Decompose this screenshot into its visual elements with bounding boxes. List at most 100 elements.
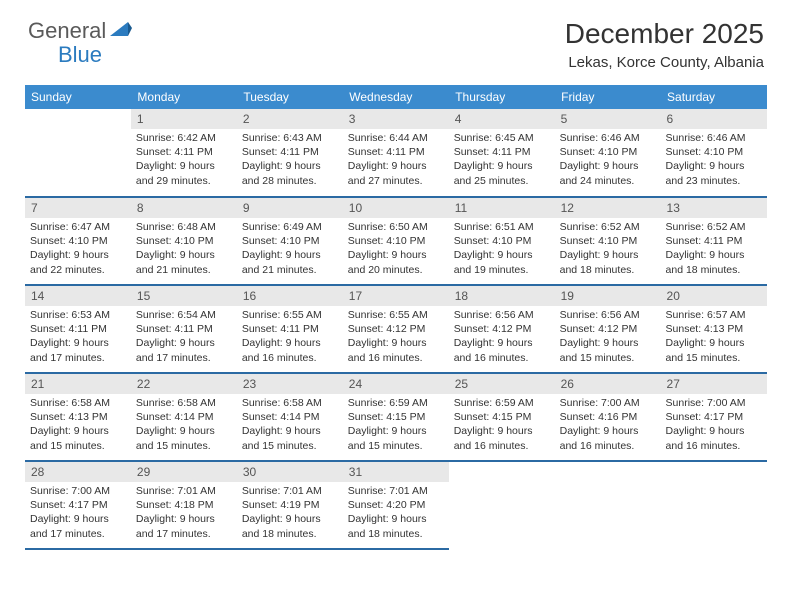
day-number: 26	[555, 374, 661, 394]
brand-part2: Blue	[58, 42, 102, 68]
day-number: 13	[661, 198, 767, 218]
calendar-cell: 31Sunrise: 7:01 AMSunset: 4:20 PMDayligh…	[343, 461, 449, 549]
day-number: 12	[555, 198, 661, 218]
calendar-week-row: 1Sunrise: 6:42 AMSunset: 4:11 PMDaylight…	[25, 109, 767, 197]
day-details: Sunrise: 6:47 AMSunset: 4:10 PMDaylight:…	[25, 218, 131, 281]
day-details: Sunrise: 7:01 AMSunset: 4:18 PMDaylight:…	[131, 482, 237, 545]
calendar-cell	[449, 461, 555, 549]
calendar-cell: 24Sunrise: 6:59 AMSunset: 4:15 PMDayligh…	[343, 373, 449, 461]
day-details: Sunrise: 6:48 AMSunset: 4:10 PMDaylight:…	[131, 218, 237, 281]
day-number: 2	[237, 109, 343, 129]
day-number: 4	[449, 109, 555, 129]
day-number: 5	[555, 109, 661, 129]
calendar-body: 1Sunrise: 6:42 AMSunset: 4:11 PMDaylight…	[25, 109, 767, 549]
day-number: 19	[555, 286, 661, 306]
calendar-cell: 7Sunrise: 6:47 AMSunset: 4:10 PMDaylight…	[25, 197, 131, 285]
day-details: Sunrise: 6:43 AMSunset: 4:11 PMDaylight:…	[237, 129, 343, 192]
weekday-header: Monday	[131, 85, 237, 109]
day-number: 7	[25, 198, 131, 218]
calendar-cell	[555, 461, 661, 549]
weekday-header: Tuesday	[237, 85, 343, 109]
calendar-cell: 9Sunrise: 6:49 AMSunset: 4:10 PMDaylight…	[237, 197, 343, 285]
weekday-header: Sunday	[25, 85, 131, 109]
day-number: 29	[131, 462, 237, 482]
day-number: 9	[237, 198, 343, 218]
weekday-header: Friday	[555, 85, 661, 109]
day-details: Sunrise: 7:01 AMSunset: 4:19 PMDaylight:…	[237, 482, 343, 545]
calendar-week-row: 28Sunrise: 7:00 AMSunset: 4:17 PMDayligh…	[25, 461, 767, 549]
day-details: Sunrise: 6:51 AMSunset: 4:10 PMDaylight:…	[449, 218, 555, 281]
calendar-cell: 5Sunrise: 6:46 AMSunset: 4:10 PMDaylight…	[555, 109, 661, 197]
day-number: 3	[343, 109, 449, 129]
calendar-cell: 3Sunrise: 6:44 AMSunset: 4:11 PMDaylight…	[343, 109, 449, 197]
location-text: Lekas, Korce County, Albania	[565, 54, 764, 71]
day-details: Sunrise: 6:46 AMSunset: 4:10 PMDaylight:…	[555, 129, 661, 192]
day-details: Sunrise: 6:55 AMSunset: 4:12 PMDaylight:…	[343, 306, 449, 369]
day-number: 27	[661, 374, 767, 394]
calendar-cell: 12Sunrise: 6:52 AMSunset: 4:10 PMDayligh…	[555, 197, 661, 285]
day-details: Sunrise: 6:57 AMSunset: 4:13 PMDaylight:…	[661, 306, 767, 369]
day-details: Sunrise: 6:52 AMSunset: 4:11 PMDaylight:…	[661, 218, 767, 281]
calendar-cell: 27Sunrise: 7:00 AMSunset: 4:17 PMDayligh…	[661, 373, 767, 461]
weekday-header: Wednesday	[343, 85, 449, 109]
calendar-cell: 21Sunrise: 6:58 AMSunset: 4:13 PMDayligh…	[25, 373, 131, 461]
day-details: Sunrise: 6:53 AMSunset: 4:11 PMDaylight:…	[25, 306, 131, 369]
calendar-cell	[25, 109, 131, 197]
day-number: 10	[343, 198, 449, 218]
day-details: Sunrise: 6:54 AMSunset: 4:11 PMDaylight:…	[131, 306, 237, 369]
day-details: Sunrise: 6:59 AMSunset: 4:15 PMDaylight:…	[343, 394, 449, 457]
day-details: Sunrise: 6:50 AMSunset: 4:10 PMDaylight:…	[343, 218, 449, 281]
weekday-header: Thursday	[449, 85, 555, 109]
day-details: Sunrise: 6:52 AMSunset: 4:10 PMDaylight:…	[555, 218, 661, 281]
day-details: Sunrise: 6:56 AMSunset: 4:12 PMDaylight:…	[449, 306, 555, 369]
calendar-week-row: 21Sunrise: 6:58 AMSunset: 4:13 PMDayligh…	[25, 373, 767, 461]
day-number: 8	[131, 198, 237, 218]
day-number: 11	[449, 198, 555, 218]
day-number: 24	[343, 374, 449, 394]
day-details: Sunrise: 6:55 AMSunset: 4:11 PMDaylight:…	[237, 306, 343, 369]
calendar-cell: 13Sunrise: 6:52 AMSunset: 4:11 PMDayligh…	[661, 197, 767, 285]
month-title: December 2025	[565, 18, 764, 50]
day-details: Sunrise: 6:45 AMSunset: 4:11 PMDaylight:…	[449, 129, 555, 192]
day-number: 22	[131, 374, 237, 394]
day-number: 6	[661, 109, 767, 129]
day-number: 21	[25, 374, 131, 394]
calendar-cell	[661, 461, 767, 549]
calendar-cell: 30Sunrise: 7:01 AMSunset: 4:19 PMDayligh…	[237, 461, 343, 549]
day-details: Sunrise: 6:58 AMSunset: 4:14 PMDaylight:…	[237, 394, 343, 457]
brand-logo: General Blue	[28, 18, 134, 44]
day-number: 28	[25, 462, 131, 482]
calendar-cell: 16Sunrise: 6:55 AMSunset: 4:11 PMDayligh…	[237, 285, 343, 373]
day-number: 25	[449, 374, 555, 394]
calendar-cell: 19Sunrise: 6:56 AMSunset: 4:12 PMDayligh…	[555, 285, 661, 373]
title-block: December 2025 Lekas, Korce County, Alban…	[565, 18, 764, 71]
calendar-cell: 26Sunrise: 7:00 AMSunset: 4:16 PMDayligh…	[555, 373, 661, 461]
weekday-header: Saturday	[661, 85, 767, 109]
day-details: Sunrise: 6:58 AMSunset: 4:13 PMDaylight:…	[25, 394, 131, 457]
day-number: 1	[131, 109, 237, 129]
calendar-cell: 6Sunrise: 6:46 AMSunset: 4:10 PMDaylight…	[661, 109, 767, 197]
calendar-cell: 29Sunrise: 7:01 AMSunset: 4:18 PMDayligh…	[131, 461, 237, 549]
day-details: Sunrise: 6:59 AMSunset: 4:15 PMDaylight:…	[449, 394, 555, 457]
calendar-cell: 2Sunrise: 6:43 AMSunset: 4:11 PMDaylight…	[237, 109, 343, 197]
day-details: Sunrise: 6:58 AMSunset: 4:14 PMDaylight:…	[131, 394, 237, 457]
calendar-cell: 15Sunrise: 6:54 AMSunset: 4:11 PMDayligh…	[131, 285, 237, 373]
day-details: Sunrise: 7:01 AMSunset: 4:20 PMDaylight:…	[343, 482, 449, 545]
calendar-cell: 11Sunrise: 6:51 AMSunset: 4:10 PMDayligh…	[449, 197, 555, 285]
calendar-cell: 28Sunrise: 7:00 AMSunset: 4:17 PMDayligh…	[25, 461, 131, 549]
calendar-week-row: 14Sunrise: 6:53 AMSunset: 4:11 PMDayligh…	[25, 285, 767, 373]
day-number: 16	[237, 286, 343, 306]
day-number: 17	[343, 286, 449, 306]
calendar-cell: 22Sunrise: 6:58 AMSunset: 4:14 PMDayligh…	[131, 373, 237, 461]
calendar-cell: 4Sunrise: 6:45 AMSunset: 4:11 PMDaylight…	[449, 109, 555, 197]
day-details: Sunrise: 6:49 AMSunset: 4:10 PMDaylight:…	[237, 218, 343, 281]
day-details: Sunrise: 6:42 AMSunset: 4:11 PMDaylight:…	[131, 129, 237, 192]
day-details: Sunrise: 7:00 AMSunset: 4:16 PMDaylight:…	[555, 394, 661, 457]
calendar-cell: 10Sunrise: 6:50 AMSunset: 4:10 PMDayligh…	[343, 197, 449, 285]
day-number: 31	[343, 462, 449, 482]
brand-part1: General	[28, 18, 106, 44]
calendar-cell: 14Sunrise: 6:53 AMSunset: 4:11 PMDayligh…	[25, 285, 131, 373]
brand-arrow-icon	[110, 20, 132, 43]
day-number: 15	[131, 286, 237, 306]
day-details: Sunrise: 7:00 AMSunset: 4:17 PMDaylight:…	[661, 394, 767, 457]
